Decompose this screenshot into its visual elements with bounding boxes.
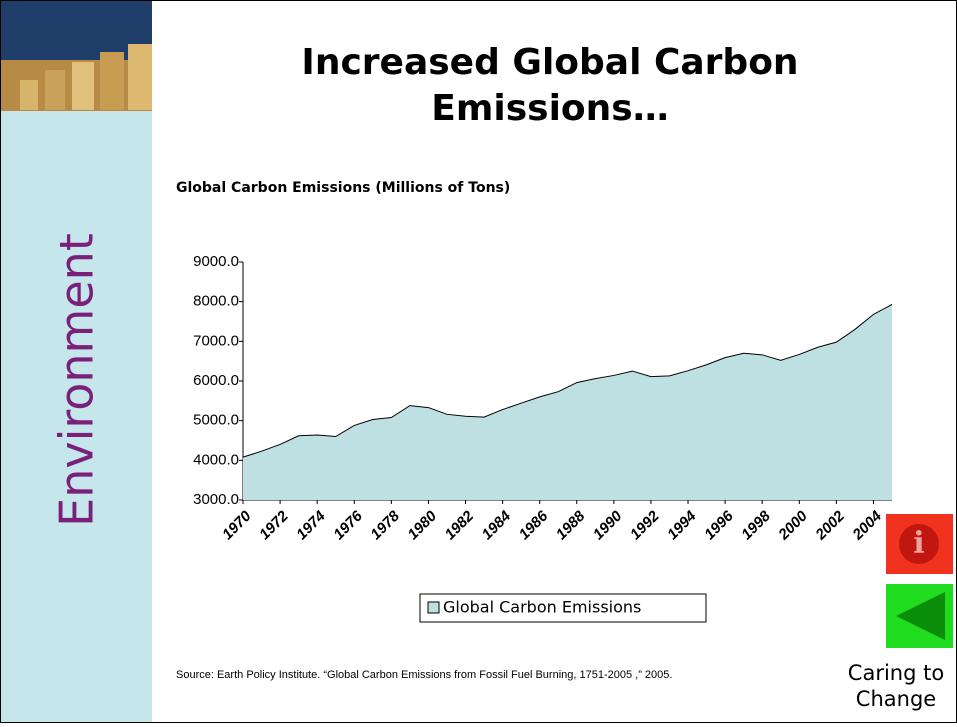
chart-title: Global Carbon Emissions (Millions of Ton…: [176, 180, 510, 196]
y-tick-label: 7000.0: [193, 332, 239, 349]
svg-text:i: i: [913, 526, 924, 561]
footer-box: Caring to Change: [847, 661, 945, 711]
footer-text: Caring to Change: [847, 661, 945, 711]
legend-label: Global Carbon Emissions: [443, 598, 641, 617]
source-note: Source: Earth Policy Institute. “Global …: [176, 669, 672, 681]
legend: [419, 593, 707, 623]
y-tick-label: 3000.0: [193, 491, 239, 508]
y-tick-label: 4000.0: [193, 451, 239, 468]
coins-image: [1, 1, 152, 111]
slide-title: Increased Global Carbon Emissions…: [301, 42, 799, 129]
sidebar: [1, 1, 152, 722]
title-box: Increased Global Carbon Emissions…: [301, 42, 799, 129]
info-button[interactable]: i: [886, 514, 953, 574]
y-tick-label: 5000.0: [193, 412, 239, 429]
sidebar-label: Environment: [50, 233, 104, 527]
y-tick-label: 8000.0: [193, 293, 239, 310]
area-line: [242, 304, 893, 458]
area: [243, 304, 892, 500]
back-button[interactable]: [886, 584, 953, 648]
y-tick-label: 6000.0: [193, 372, 239, 389]
legend-swatch: [427, 601, 440, 614]
y-tick-label: 9000.0: [193, 253, 239, 270]
